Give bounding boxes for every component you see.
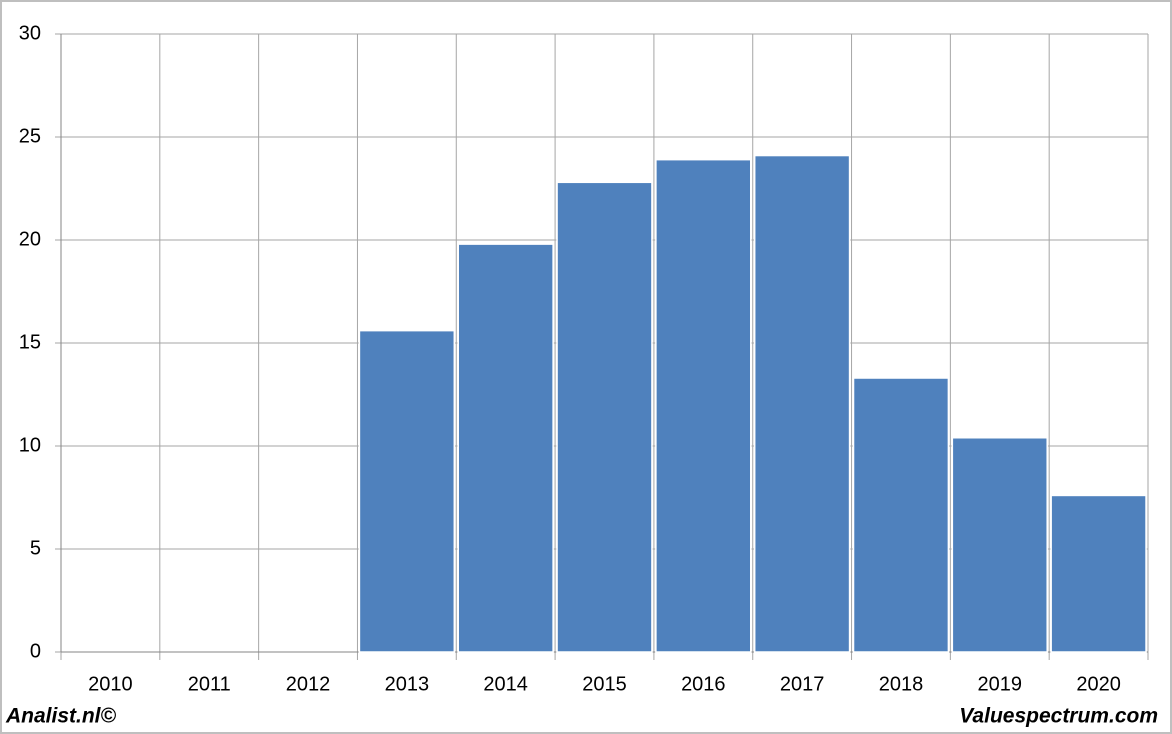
x-tick-label: 2013 (385, 673, 430, 695)
x-tick-label: 2012 (286, 673, 331, 695)
source-right: Valuespectrum.com (959, 705, 1158, 728)
bar (1050, 494, 1147, 653)
y-tick-label: 30 (19, 22, 41, 44)
x-tick-label: 2010 (88, 673, 133, 695)
bar (852, 377, 950, 653)
y-tick-label: 0 (30, 640, 41, 662)
source-left: Analist.nl© (5, 705, 117, 728)
y-tick-label: 25 (19, 125, 41, 147)
bar (457, 243, 554, 653)
x-tick-label: 2015 (582, 673, 627, 695)
x-tick-label: 2020 (1076, 673, 1121, 695)
x-tick-label: 2016 (681, 673, 726, 695)
y-tick-label: 20 (19, 228, 41, 250)
y-tick-label: 15 (19, 331, 41, 353)
x-tick-label: 2017 (780, 673, 825, 695)
bar (951, 437, 1048, 653)
y-tick-label: 10 (19, 434, 41, 456)
bar (358, 329, 456, 653)
x-tick-label: 2018 (879, 673, 924, 695)
x-tick-label: 2014 (483, 673, 528, 695)
bar (753, 154, 851, 653)
x-tick-label: 2011 (188, 673, 231, 695)
y-tick-label: 5 (30, 537, 41, 559)
bar (655, 158, 752, 653)
x-tick-label: 2019 (978, 673, 1023, 695)
bar (556, 181, 653, 653)
